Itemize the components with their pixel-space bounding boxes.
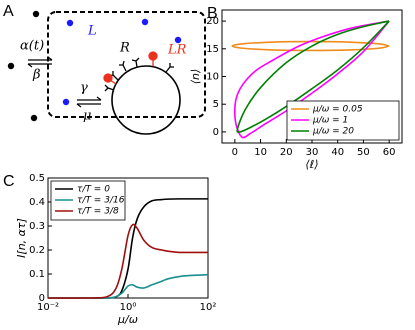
x-tick-label: 10⁰	[120, 302, 137, 313]
legend-label: μ/ω = 1	[312, 116, 348, 126]
y-tick-label: 0.4	[29, 197, 45, 208]
y-tick-label: 5	[213, 99, 219, 110]
y-tick-label: 0	[39, 293, 45, 304]
outside-particle	[7, 62, 15, 70]
panel-label: C	[3, 173, 15, 190]
x-axis-label: μ/ω	[117, 313, 138, 326]
y-tick-label: 10	[206, 72, 219, 83]
x-tick-label: 10⁻²	[37, 302, 59, 313]
complexes	[103, 51, 158, 85]
y-tick-label: 0.2	[29, 245, 45, 256]
series-line	[231, 40, 390, 52]
x-tick-label: 40	[331, 147, 344, 158]
legend-label: μ/ω = 0.05	[312, 105, 363, 115]
y-tick-label: 15	[206, 44, 219, 55]
series-line	[233, 20, 390, 139]
beta-label: β	[32, 68, 41, 83]
receptor-label: R	[119, 41, 130, 56]
series-line	[47, 223, 208, 299]
complex-label: LR	[167, 43, 187, 58]
panel-a: A L R LR α(t) β γ μ	[3, 3, 206, 135]
y-tick-label: 0.1	[29, 269, 45, 280]
y-axis-label: ⟨n⟩	[189, 69, 202, 85]
cell-boundary	[47, 11, 206, 118]
alpha-label: α(t)	[20, 39, 44, 54]
ligand	[66, 19, 74, 27]
panel-label: B	[207, 5, 218, 22]
legend-label: τ/T = 0	[77, 185, 110, 195]
cell	[111, 65, 181, 135]
x-tick-label: 20	[280, 147, 293, 158]
legend-label: μ/ω = 20	[312, 127, 354, 137]
ligand	[141, 18, 149, 26]
x-tick-label: 0	[232, 147, 238, 158]
y-axis-label: I[n, ατ]	[15, 218, 28, 258]
ligand	[62, 98, 70, 106]
series-line	[236, 20, 390, 133]
mu-label: μ	[83, 109, 91, 124]
y-tick-label: 0	[213, 127, 219, 138]
gamma-label: γ	[80, 81, 88, 96]
x-tick-label: 60	[383, 147, 396, 158]
legend-label: τ/T = 3/8	[77, 207, 119, 217]
exchange-arrows	[27, 56, 102, 108]
series-line	[47, 273, 209, 299]
ligand	[174, 36, 182, 44]
y-tick-label: 0.3	[29, 221, 45, 232]
x-tick-label: 10	[254, 147, 267, 158]
legend-label: τ/T = 3/16	[77, 196, 125, 206]
ligand-label: L	[87, 24, 97, 39]
outside-particle	[30, 114, 38, 122]
x-tick-label: 50	[357, 147, 370, 158]
x-axis-label: ⟨ℓ⟩	[305, 158, 318, 171]
x-tick-label: 30	[306, 147, 319, 158]
x-tick-label: 10²	[200, 302, 217, 313]
y-tick-label: 0.5	[29, 173, 45, 184]
y-tick-label: 20	[206, 16, 219, 27]
outside-particle	[32, 10, 40, 18]
panel-label: A	[3, 3, 14, 20]
